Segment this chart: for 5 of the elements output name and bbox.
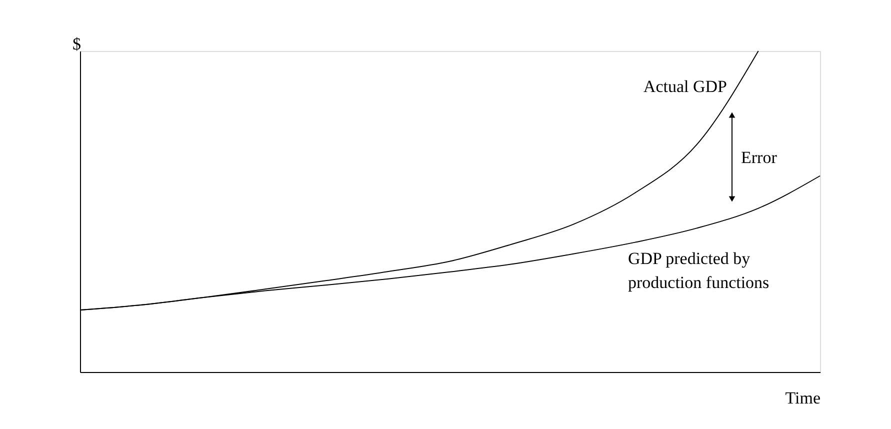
y-axis-title: $	[72, 34, 81, 54]
series-label: Actual GDP	[643, 77, 727, 96]
annotation: Error	[741, 148, 778, 167]
x-axis-title: Time	[785, 388, 820, 408]
series-label: GDP predicted by production functions	[628, 249, 770, 292]
